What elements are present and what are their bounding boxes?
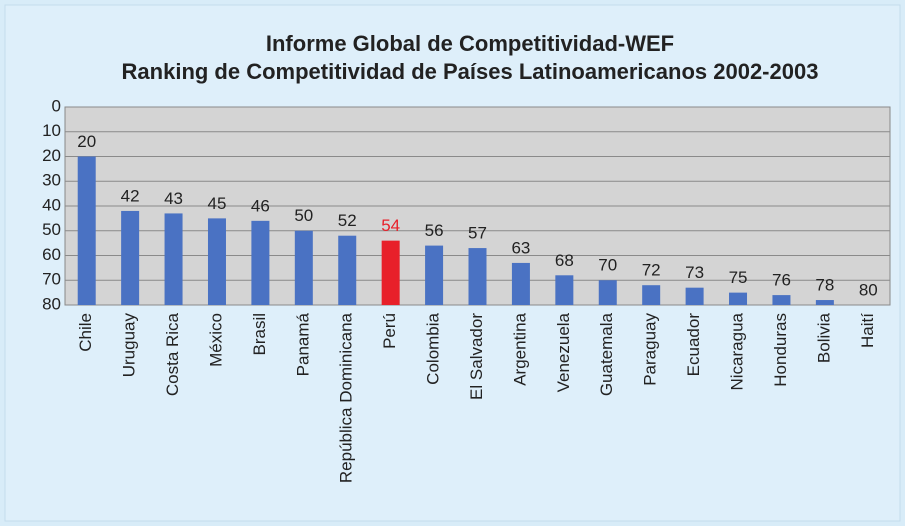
x-tick-label: Nicaragua [728,312,747,390]
chart-subtitle: Ranking de Competitividad de Países Lati… [122,59,819,84]
bar [642,285,661,305]
x-tick-label: Uruguay [120,313,139,378]
value-label: 42 [121,186,140,205]
bar [815,300,834,305]
y-tick-label: 70 [42,270,61,289]
bar [164,213,183,305]
x-tick-label: Honduras [771,313,790,387]
value-label: 45 [208,194,227,213]
bar [729,292,748,305]
value-label: 73 [685,263,704,282]
y-tick-label: 60 [42,245,61,264]
x-tick-label: Guatemala [597,312,616,396]
bar [511,262,530,305]
bar [555,275,574,305]
x-tick-label: República Dominicana [337,312,356,483]
value-label: 80 [859,280,878,299]
bar [207,218,226,305]
chart-title: Informe Global de Competitividad-WEF [266,31,674,56]
value-label: 52 [338,211,357,230]
value-label: 20 [77,132,96,151]
bar [338,235,357,305]
value-label: 46 [251,196,270,215]
value-label: 63 [511,238,530,257]
y-tick-label: 10 [42,121,61,140]
value-label: 68 [555,251,574,270]
value-label: 75 [729,268,748,287]
x-tick-label: Brasil [250,313,269,356]
bar [772,295,791,305]
bar [598,280,617,305]
x-tick-label: Panamá [293,312,312,376]
x-tick-label: Argentina [510,312,529,385]
y-tick-label: 30 [42,171,61,190]
bar [381,240,400,305]
value-label: 70 [598,256,617,275]
y-tick-label: 50 [42,220,61,239]
value-label: 50 [294,206,313,225]
x-tick-label: El Salvador [467,313,486,400]
x-tick-label: Ecuador [684,313,703,377]
y-tick-label: 20 [42,146,61,165]
bar [294,230,313,305]
bar [425,245,444,305]
x-tick-label: Perú [380,313,399,349]
value-label: 54 [381,216,400,235]
y-tick-label: 0 [52,96,61,115]
x-tick-label: Paraguay [641,313,660,386]
value-label: 78 [815,276,834,295]
bar [468,248,487,305]
bar [685,287,704,305]
value-label: 57 [468,224,487,243]
value-label: 76 [772,271,791,290]
x-tick-label: México [206,313,225,367]
value-label: 56 [425,221,444,240]
bar [251,220,270,305]
x-tick-label: Colombia [424,312,443,384]
bar [121,210,140,305]
y-tick-label: 80 [42,294,61,313]
x-tick-label: Chile [76,313,95,352]
x-tick-label: Venezuela [554,312,573,392]
y-tick-label: 40 [42,195,61,214]
x-tick-label: Costa Rica [163,312,182,396]
x-tick-label: Bolivia [814,312,833,363]
value-label: 43 [164,189,183,208]
bar [77,156,96,305]
value-label: 72 [642,261,661,280]
x-tick-label: Haití [858,313,877,348]
